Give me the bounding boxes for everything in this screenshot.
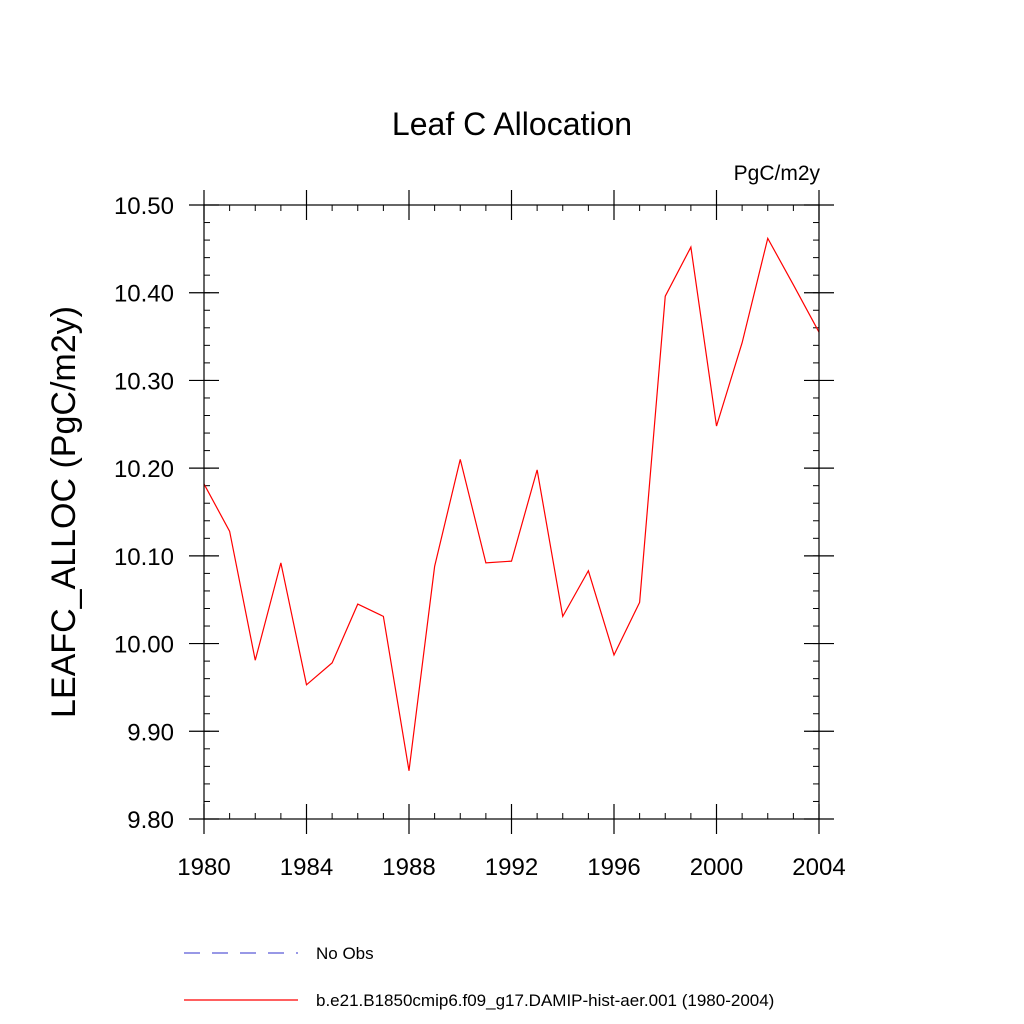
x-tick-label: 1996 [587,854,640,881]
x-tick-label: 2000 [690,854,743,881]
x-tick-label: 1980 [177,854,230,881]
legend-label-series: b.e21.B1850cmip6.f09_g17.DAMIP-hist-aer.… [316,991,774,1010]
y-tick-label: 9.80 [127,807,174,834]
plot-frame [203,204,820,820]
series-lines [203,236,820,771]
x-tick-label: 1984 [280,854,333,881]
x-tick-label: 2004 [792,854,845,881]
y-tick-label: 9.90 [127,719,174,746]
chart-title: Leaf C Allocation [392,106,632,142]
legend-label-no-obs: No Obs [316,944,374,963]
y-tick-label: 10.20 [114,456,174,483]
axis-tick-labels: 1980 1984 1988 1992 1996 2000 2004 9.80 9.90 10.0… [114,193,846,881]
y-tick-label: 10.00 [114,632,174,659]
series-line [203,236,820,771]
axis-ticks [189,190,834,834]
x-tick-label: 1992 [485,854,538,881]
x-tick-label: 1988 [382,854,435,881]
units-label: PgC/m2y [734,162,821,185]
y-tick-label: 10.10 [114,544,174,571]
y-tick-label: 10.40 [114,281,174,308]
legend: No Obs b.e21.B1850cmip6.f09_g17.DAMIP-hi… [184,944,774,1010]
y-axis-label: LEAFC_ALLOC (PgC/m2y) [45,306,83,718]
y-tick-label: 10.30 [114,368,174,395]
y-tick-label: 10.50 [114,193,174,220]
